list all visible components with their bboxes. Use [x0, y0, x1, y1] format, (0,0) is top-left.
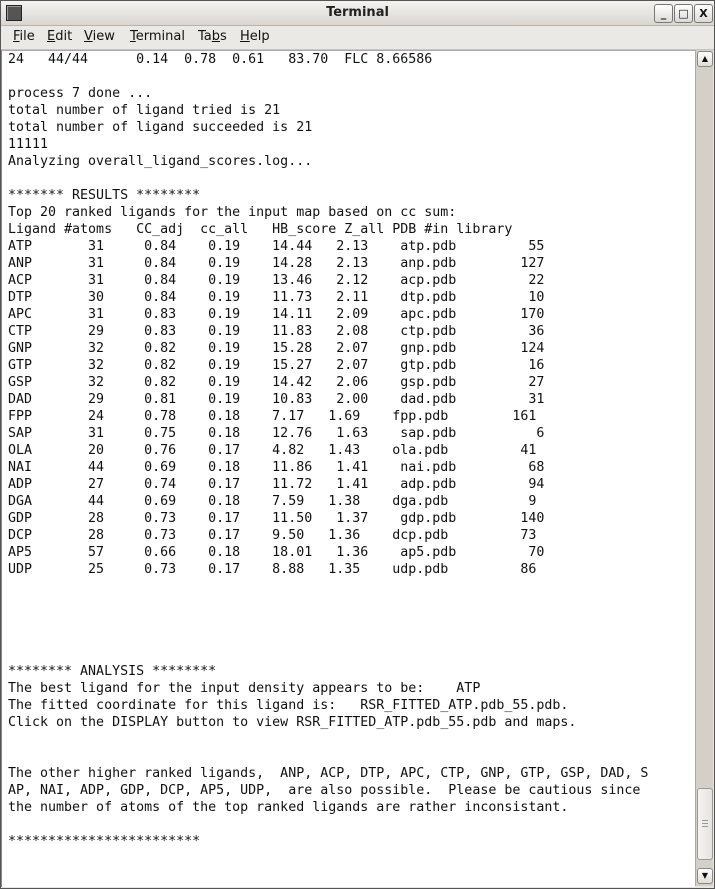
terminal-line	[8, 578, 648, 595]
terminal-line: 11111	[8, 137, 49, 152]
menu-edit[interactable]: Edit	[47, 29, 72, 44]
terminal-output[interactable]: 24 44/44 0.14 0.78 0.61 83.70 FLC 8.6658…	[1, 50, 695, 887]
terminal-line: ANP 31 0.84 0.19 14.28 2.13 anp.pdb 127	[8, 256, 545, 271]
terminal-line: Ligand #atoms CC_adj cc_all HB_score Z_a…	[8, 222, 513, 237]
terminal-line: process 7 done ...	[8, 86, 153, 101]
minimize-button[interactable]: _	[654, 4, 673, 23]
window-title: Terminal	[326, 5, 389, 20]
menu-file[interactable]: File	[13, 29, 35, 44]
terminal-line: FPP 24 0.78 0.18 7.17 1.69 fpp.pdb 161	[8, 409, 537, 424]
terminal-line: APC 31 0.83 0.19 14.11 2.09 apc.pdb 170	[8, 307, 545, 322]
terminal-line: total number of ligand tried is 21	[8, 103, 281, 118]
menu-mnemonic: T	[130, 29, 136, 44]
menu-label: elp	[249, 29, 270, 44]
maximize-button[interactable]: □	[674, 4, 693, 23]
terminal-line: GDP 28 0.73 0.17 11.50 1.37 gdp.pdb 140	[8, 511, 545, 526]
terminal-line: Click on the DISPLAY button to view RSR_…	[8, 715, 577, 730]
grip-line	[702, 826, 708, 827]
menu-label: s	[220, 29, 227, 44]
menu-mnemonic: F	[13, 29, 20, 44]
terminal-line: DGA 44 0.69 0.18 7.59 1.38 dga.pdb 9	[8, 494, 537, 509]
terminal-line: The best ligand for the input density ap…	[8, 681, 481, 696]
terminal-line: ACP 31 0.84 0.19 13.46 2.12 acp.pdb 22	[8, 273, 545, 288]
terminal-line: ************************	[8, 834, 201, 849]
menu-label: erminal	[135, 29, 185, 44]
menu-view[interactable]: View	[84, 29, 115, 44]
scrollbar-thumb[interactable]	[697, 788, 713, 860]
menu-mnemonic: b	[211, 29, 221, 44]
menu-help[interactable]: Help	[240, 29, 270, 44]
terminal-line: AP5 57 0.66 0.18 18.01 1.36 ap5.pdb 70	[8, 545, 545, 560]
terminal-line: the number of atoms of the top ranked li…	[8, 800, 569, 815]
terminal-line	[8, 646, 648, 663]
menu-bar: File Edit View Terminal Tabs Help	[1, 26, 714, 50]
terminal-line	[8, 595, 648, 612]
terminal-line: DAD 29 0.81 0.19 10.83 2.00 dad.pdb 31	[8, 392, 545, 407]
terminal-line	[8, 748, 648, 765]
terminal-line	[8, 170, 648, 187]
terminal-line	[8, 629, 648, 646]
terminal-line	[8, 612, 648, 629]
title-bar[interactable]: Terminal _ □ X	[1, 1, 714, 26]
terminal-line: total number of ligand succeeded is 21	[8, 120, 313, 135]
menu-terminal[interactable]: Terminal	[130, 29, 185, 44]
menu-mnemonic: E	[47, 29, 56, 44]
terminal-line: 24 44/44 0.14 0.78 0.61 83.70 FLC 8.6658…	[8, 52, 433, 67]
menu-mnemonic: V	[84, 29, 93, 44]
terminal-line: UDP 25 0.73 0.17 8.88 1.35 udp.pdb 86	[8, 562, 537, 577]
menu-mnemonic: H	[240, 29, 250, 44]
terminal-line	[8, 731, 648, 748]
terminal-line: DTP 30 0.84 0.19 11.73 2.11 dtp.pdb 10	[8, 290, 545, 305]
terminal-line	[8, 68, 648, 85]
menu-label: Ta	[198, 29, 212, 44]
terminal-line: ******** ANALYSIS ********	[8, 664, 217, 679]
terminal-line: SAP 31 0.75 0.18 12.76 1.63 sap.pdb 6	[8, 426, 545, 441]
grip-line	[702, 823, 708, 824]
scroll-down-arrow-icon[interactable]: ▼	[697, 868, 713, 884]
terminal-line: Analyzing overall_ligand_scores.log...	[8, 154, 313, 169]
terminal-line: Top 20 ranked ligands for the input map …	[8, 205, 457, 220]
terminal-app-icon[interactable]	[6, 5, 22, 21]
terminal-line: CTP 29 0.83 0.19 11.83 2.08 ctp.pdb 36	[8, 324, 545, 339]
terminal-line: GSP 32 0.82 0.19 14.42 2.06 gsp.pdb 27	[8, 375, 545, 390]
terminal-line: OLA 20 0.76 0.17 4.82 1.43 ola.pdb 41	[8, 443, 537, 458]
terminal-line: The other higher ranked ligands, ANP, AC…	[8, 766, 649, 781]
menu-tabs[interactable]: Tabs	[198, 29, 227, 44]
terminal-line: GTP 32 0.82 0.19 15.27 2.07 gtp.pdb 16	[8, 358, 545, 373]
scroll-up-arrow-icon[interactable]: ▲	[697, 51, 713, 67]
terminal-line: ATP 31 0.84 0.19 14.44 2.13 atp.pdb 55	[8, 239, 545, 254]
close-button[interactable]: X	[694, 4, 713, 23]
menu-label: iew	[92, 29, 115, 44]
terminal-line: DCP 28 0.73 0.17 9.50 1.36 dcp.pdb 73	[8, 528, 537, 543]
terminal-line: The fitted coordinate for this ligand is…	[8, 698, 569, 713]
menu-label: ile	[19, 29, 35, 44]
terminal-line: AP, NAI, ADP, GDP, DCP, AP5, UDP, are al…	[8, 783, 641, 798]
terminal-line: ADP 27 0.74 0.17 11.72 1.41 adp.pdb 94	[8, 477, 545, 492]
terminal-line	[8, 816, 648, 833]
menu-label: dit	[55, 29, 73, 44]
terminal-line: GNP 32 0.82 0.19 15.28 2.07 gnp.pdb 124	[8, 341, 545, 356]
terminal-line: ******* RESULTS ********	[8, 188, 201, 203]
terminal-lines: 24 44/44 0.14 0.78 0.61 83.70 FLC 8.6658…	[8, 51, 648, 850]
grip-line	[702, 820, 708, 821]
terminal-line: NAI 44 0.69 0.18 11.86 1.41 nai.pdb 68	[8, 460, 545, 475]
vertical-scrollbar[interactable]: ▲ ▼	[695, 50, 713, 886]
